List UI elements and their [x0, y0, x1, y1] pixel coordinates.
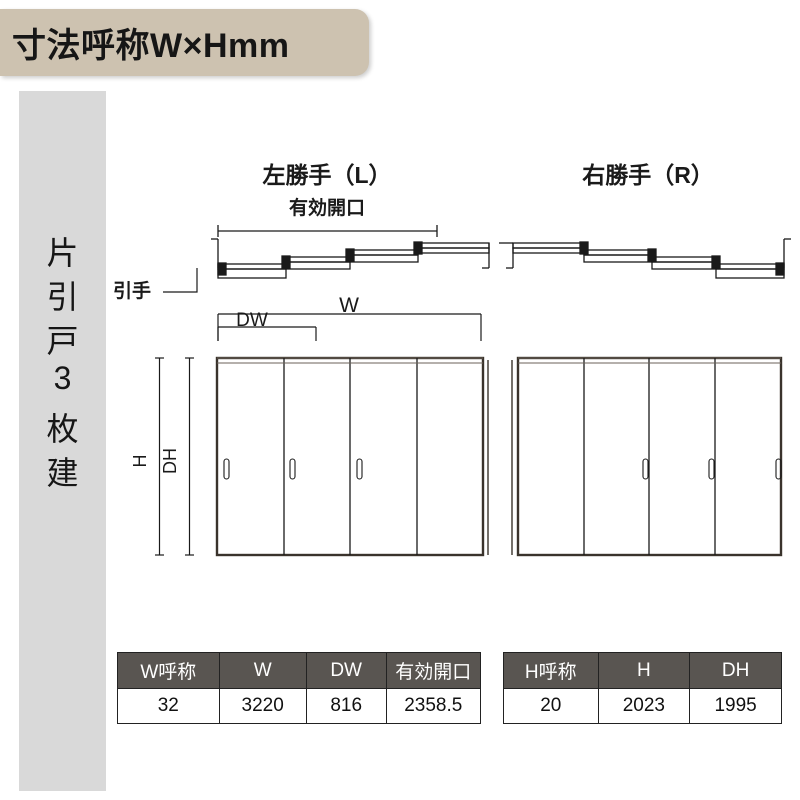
svg-text:引手: 引手 [113, 279, 151, 302]
svg-text:DW: DW [236, 310, 268, 331]
svg-text:DH: DH [160, 448, 180, 474]
svg-text:右勝手（R）: 右勝手（R） [582, 162, 714, 188]
svg-text:左勝手（L）: 左勝手（L） [262, 162, 391, 188]
svg-text:H: H [130, 455, 150, 468]
svg-text:有効開口: 有効開口 [289, 196, 365, 219]
